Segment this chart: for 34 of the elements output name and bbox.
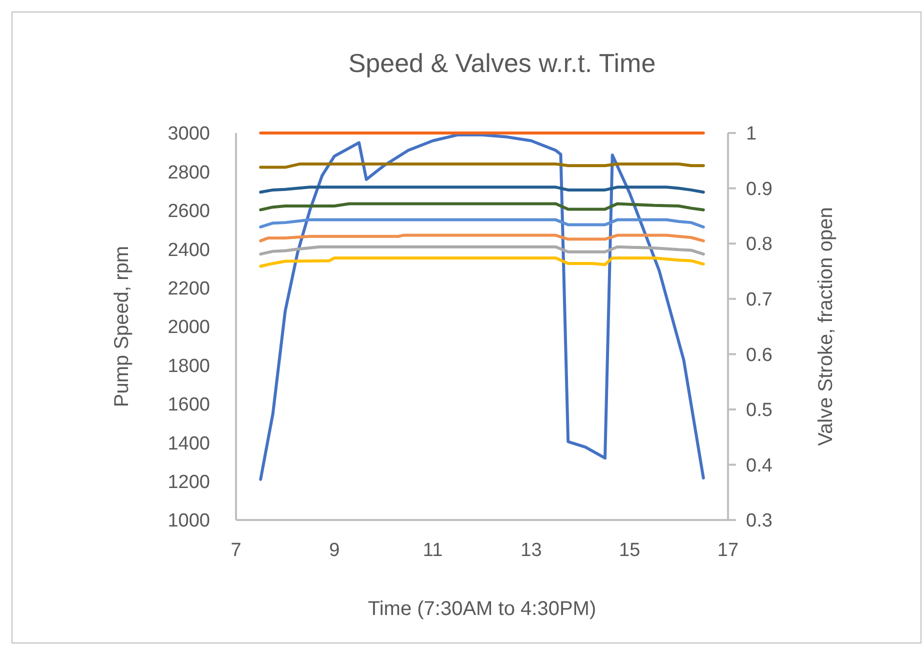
y-tick-label: 2800	[168, 162, 210, 184]
y-tick-label: 1400	[168, 433, 210, 454]
y-tick-label: 3000	[168, 124, 210, 145]
y-tick-label: 1200	[168, 472, 210, 493]
line-series	[259, 256, 705, 268]
x-tick-label: 11	[422, 540, 443, 561]
y2-tick-label: 1	[746, 124, 757, 145]
y2-tick-label: 0.5	[746, 400, 772, 422]
x-tick-label: 17	[717, 540, 739, 561]
y2-tick-label: 0.7	[746, 290, 772, 311]
x-tick-label: 15	[619, 540, 640, 561]
y-tick-label: 2000	[168, 317, 210, 338]
y2-tick-label: 0.6	[746, 344, 772, 366]
y2-tick-label: 0.4	[746, 455, 773, 476]
line-series	[259, 133, 705, 481]
line-series	[259, 218, 705, 228]
y2-tick-label: 0.9	[746, 178, 772, 200]
y-tick-label: 2400	[168, 240, 210, 261]
x-tick-label: 13	[520, 540, 542, 561]
line-series	[259, 202, 705, 212]
y-tick-label: 2200	[168, 278, 210, 300]
line-series	[259, 245, 705, 256]
y2-tick-label: 0.3	[746, 510, 772, 532]
y-tick-label: 1000	[168, 510, 210, 532]
y-axis-title: Pump Speed, rpm	[111, 246, 133, 408]
y-tick-label: 1600	[168, 394, 210, 416]
y-tick-label: 2600	[168, 201, 210, 222]
x-tick-label: 7	[230, 540, 242, 561]
chart-title: Speed & Valves w.r.t. Time	[348, 48, 656, 78]
y-tick-label: 1800	[168, 356, 210, 377]
y2-axis-title: Valve Stroke, fraction open	[815, 207, 837, 446]
x-axis-title: Time (7:30AM to 4:30PM)	[368, 598, 596, 620]
x-tick-label: 9	[329, 540, 340, 561]
y2-tick-label: 0.8	[746, 234, 772, 256]
